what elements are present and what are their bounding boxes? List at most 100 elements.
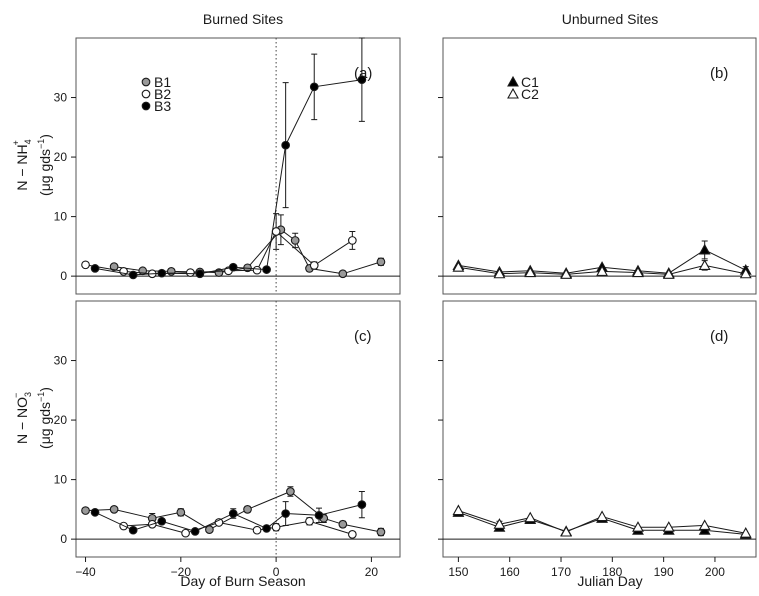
panel-a-line-b3 bbox=[95, 79, 362, 276]
panel-a-point-b2-6 bbox=[271, 227, 281, 236]
y-unit-no3-close: ) bbox=[37, 387, 53, 392]
panel-c-ytick-label-3: 30 bbox=[54, 354, 68, 368]
panel-b-series-c2 bbox=[452, 259, 752, 279]
y-label-no3-species: N − NO bbox=[14, 397, 30, 444]
panel-d-point-c2-0 bbox=[452, 504, 465, 516]
panel-a-legend-marker-b2 bbox=[141, 89, 151, 99]
panel-c-point-b3-3 bbox=[190, 527, 200, 536]
panel-a-legend-marker-b3 bbox=[141, 101, 151, 111]
panel-d-xtick-label-1: 160 bbox=[500, 565, 520, 579]
panel-a-point-b2-7 bbox=[309, 261, 319, 270]
panel-d-xtick-label-3: 180 bbox=[602, 565, 622, 579]
svg-text:(μg gds−1): (μg gds−1) bbox=[36, 134, 53, 196]
col-title-unburned: Unburned Sites bbox=[562, 11, 659, 27]
panel-c-xtick-label-1: −20 bbox=[171, 565, 192, 579]
x-axis-label-unburned: Julian Day bbox=[577, 573, 642, 589]
panel-d-xtick-label-5: 200 bbox=[705, 565, 725, 579]
panel-b-legend-marker-c2 bbox=[507, 87, 519, 99]
panel-a-legend-label-b2: B2 bbox=[154, 86, 171, 102]
panel-c-point-b1-1 bbox=[109, 505, 119, 514]
panel-d-point-c2-7 bbox=[698, 519, 711, 530]
panel-b-legend-label-c1: C1 bbox=[521, 74, 539, 90]
panel-a-point-b1-10 bbox=[376, 257, 386, 267]
panel-a-point-b3-6 bbox=[281, 140, 290, 150]
panel-b-label: (b) bbox=[710, 65, 728, 82]
panel-b-point-c2-2 bbox=[524, 266, 537, 278]
panel-b-point-c2-4 bbox=[596, 265, 609, 276]
panel-c-point-b3-5 bbox=[262, 524, 271, 533]
y-label-nh4-sup: + bbox=[11, 140, 21, 145]
panel-d-point-c2-5 bbox=[632, 521, 644, 532]
panel-b-point-c2-0 bbox=[452, 261, 465, 272]
panel-a-point-b3-3 bbox=[195, 269, 205, 279]
y-axis-unit-nh4: (μg gds−1) bbox=[36, 134, 53, 196]
panel-a-point-b1-7 bbox=[290, 236, 300, 245]
panel-a-ytick-label-1: 10 bbox=[54, 210, 68, 224]
y-axis-label-nh4: N − NH4+ bbox=[11, 139, 33, 190]
panel-c-point-b2-2 bbox=[181, 528, 190, 538]
panel-a-point-b1-9 bbox=[338, 269, 348, 279]
panel-c-point-b2-6 bbox=[305, 516, 314, 526]
y-label-nh4-species: N − NH bbox=[14, 144, 30, 190]
panel-c-ytick-label-1: 10 bbox=[54, 473, 68, 487]
panel-b-point-c2-6 bbox=[662, 268, 675, 279]
panel-c-point-b1-5 bbox=[243, 505, 252, 514]
panel-a-series-b2 bbox=[81, 213, 357, 279]
panel-b-legend-label-c2: C2 bbox=[521, 86, 539, 102]
panel-c-ytick-label-0: 0 bbox=[60, 532, 67, 546]
panel-c-ytick-label-2: 20 bbox=[54, 413, 68, 427]
panel-a-ytick-label-3: 30 bbox=[54, 91, 68, 105]
y-label-no3-sup: − bbox=[11, 393, 21, 398]
y-label-no3-sub: 3 bbox=[23, 392, 33, 397]
panel-d-xtick-label-4: 190 bbox=[654, 565, 674, 579]
panel-a-frame bbox=[75, 37, 401, 295]
panel-b-point-c2-7 bbox=[698, 259, 711, 270]
y-unit-no3-sup: −1 bbox=[36, 392, 46, 402]
panel-c-point-b3-0 bbox=[90, 507, 100, 517]
panel-d-point-c2-3 bbox=[560, 525, 573, 537]
panel-b-point-c2-1 bbox=[493, 267, 506, 279]
col-title-burned: Burned Sites bbox=[203, 11, 283, 27]
panel-d-point-c2-1 bbox=[493, 518, 506, 529]
panel-c-series-b3 bbox=[90, 491, 367, 536]
svg-text:N − NH4+: N − NH4+ bbox=[11, 139, 33, 190]
panel-a-legend-label-b1: B1 bbox=[154, 74, 171, 90]
panel-a-point-b1-0 bbox=[109, 262, 119, 271]
panel-a-point-b3-0 bbox=[90, 264, 100, 273]
panel-a-point-b3-8 bbox=[357, 75, 367, 85]
panel-a-ytick-label-0: 0 bbox=[60, 269, 67, 283]
panel-d-label: (d) bbox=[710, 328, 728, 345]
panel-d-point-c2-8 bbox=[739, 527, 752, 538]
panel-a-point-b2-0 bbox=[81, 260, 90, 270]
panel-c-label: (c) bbox=[354, 328, 372, 345]
panel-c-point-b1-3 bbox=[176, 507, 186, 517]
panel-c-point-b1-4 bbox=[205, 525, 214, 534]
panel-b-frame bbox=[442, 37, 757, 295]
panel-a-series-b3 bbox=[90, 37, 367, 280]
y-unit-nh4-sup: −1 bbox=[36, 139, 46, 149]
y-unit-nh4-close: ) bbox=[37, 134, 53, 139]
y-unit-no3-text: (μg gds bbox=[37, 402, 53, 449]
panel-a-point-b3-2 bbox=[157, 268, 167, 278]
panel-c: 0 10 20 30 −40 −20 0 20 (c) bbox=[54, 300, 401, 579]
panel-a-point-b2-3 bbox=[186, 268, 195, 277]
svg-text:(μg gds−1): (μg gds−1) bbox=[36, 387, 53, 449]
panel-c-xtick-label-3: 20 bbox=[365, 565, 379, 579]
panel-d-xtick-label-2: 170 bbox=[551, 565, 571, 579]
panel-a-point-b2-5 bbox=[252, 265, 262, 275]
x-axis-label-burned: Day of Burn Season bbox=[180, 573, 305, 589]
panel-d-series-c2 bbox=[452, 504, 752, 538]
panel-b-point-c2-8 bbox=[739, 267, 752, 279]
y-axis-label-no3: N − NO3− bbox=[11, 392, 33, 444]
panel-b-point-c1-7 bbox=[698, 243, 711, 255]
panel-c-point-b1-6 bbox=[286, 487, 295, 496]
panel-c-point-b3-8 bbox=[357, 500, 367, 509]
panel-d-point-c2-6 bbox=[662, 521, 675, 532]
panel-d-point-c2-2 bbox=[524, 511, 537, 523]
panel-c-point-b1-9 bbox=[376, 527, 386, 537]
panel-a-point-b1-2 bbox=[166, 267, 176, 276]
panel-c-frame bbox=[75, 300, 401, 558]
